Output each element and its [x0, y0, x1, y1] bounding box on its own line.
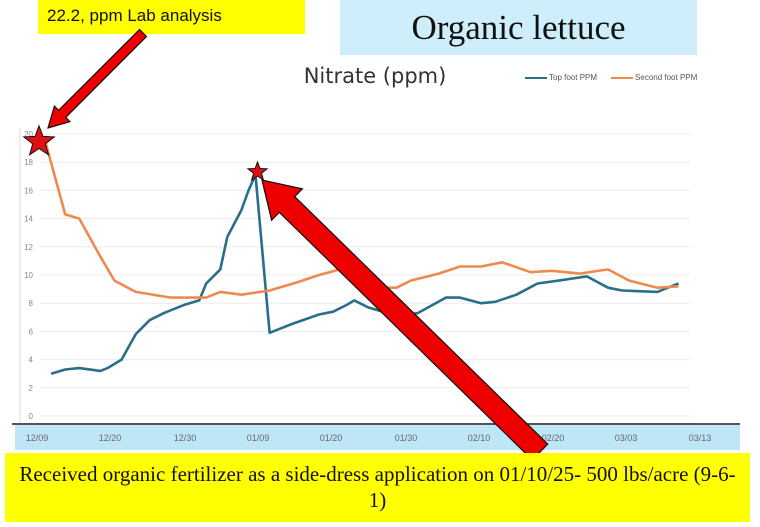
chart-legend: Top foot PPM Second foot PPM [525, 73, 697, 82]
y-tick-label: 18 [24, 158, 33, 167]
x-tick-label: 01/09 [247, 433, 270, 443]
lab-analysis-label: 22.2, ppm Lab analysis [47, 6, 222, 25]
x-axis-band [15, 425, 740, 450]
y-tick-label: 12 [24, 243, 33, 252]
y-tick-label: 2 [29, 384, 34, 393]
y-tick-label: 10 [24, 271, 33, 280]
slide-title: Organic lettuce [411, 8, 626, 47]
x-tick-label: 12/20 [99, 433, 122, 443]
x-tick-label: 02/20 [542, 433, 565, 443]
y-tick-label: 20 [24, 130, 33, 139]
legend-label-top-foot: Top foot PPM [549, 73, 598, 82]
y-tick-label: 16 [24, 186, 33, 195]
slide-title-box: Organic lettuce [340, 0, 697, 55]
chart-title: Nitrate (ppm) [303, 64, 447, 88]
fertilizer-note: Received organic fertilizer as a side-dr… [19, 462, 736, 512]
y-tick-label: 4 [29, 356, 34, 365]
x-tick-label: 12/30 [174, 433, 197, 443]
legend-swatch-second-foot [611, 76, 634, 79]
legend-item-top-foot: Top foot PPM [525, 73, 597, 82]
x-tick-label: 02/10 [468, 433, 491, 443]
arrow-to-peak [261, 179, 549, 461]
y-tick-label: 6 [29, 327, 34, 336]
arrow-to-lab-value [47, 28, 148, 129]
legend-swatch-top-foot [525, 76, 547, 79]
star-icon [22, 124, 56, 156]
legend-item-second-foot: Second foot PPM [611, 73, 697, 82]
x-tick-label: 01/20 [320, 433, 343, 443]
fertilizer-note-box: Received organic fertilizer as a side-dr… [5, 453, 750, 522]
lab-analysis-callout: 22.2, ppm Lab analysis [38, 0, 305, 34]
x-tick-label: 12/09 [26, 433, 49, 443]
x-tick-label: 03/03 [615, 433, 638, 443]
y-tick-label: 14 [24, 215, 33, 224]
x-tick-label: 03/13 [689, 433, 712, 443]
legend-label-second-foot: Second foot PPM [635, 73, 698, 82]
y-tick-label: 8 [29, 299, 34, 308]
x-tick-label: 01/30 [395, 433, 418, 443]
series-line-top-foot [50, 173, 679, 375]
star-icon [246, 160, 269, 182]
y-tick-label: 0 [29, 412, 34, 421]
